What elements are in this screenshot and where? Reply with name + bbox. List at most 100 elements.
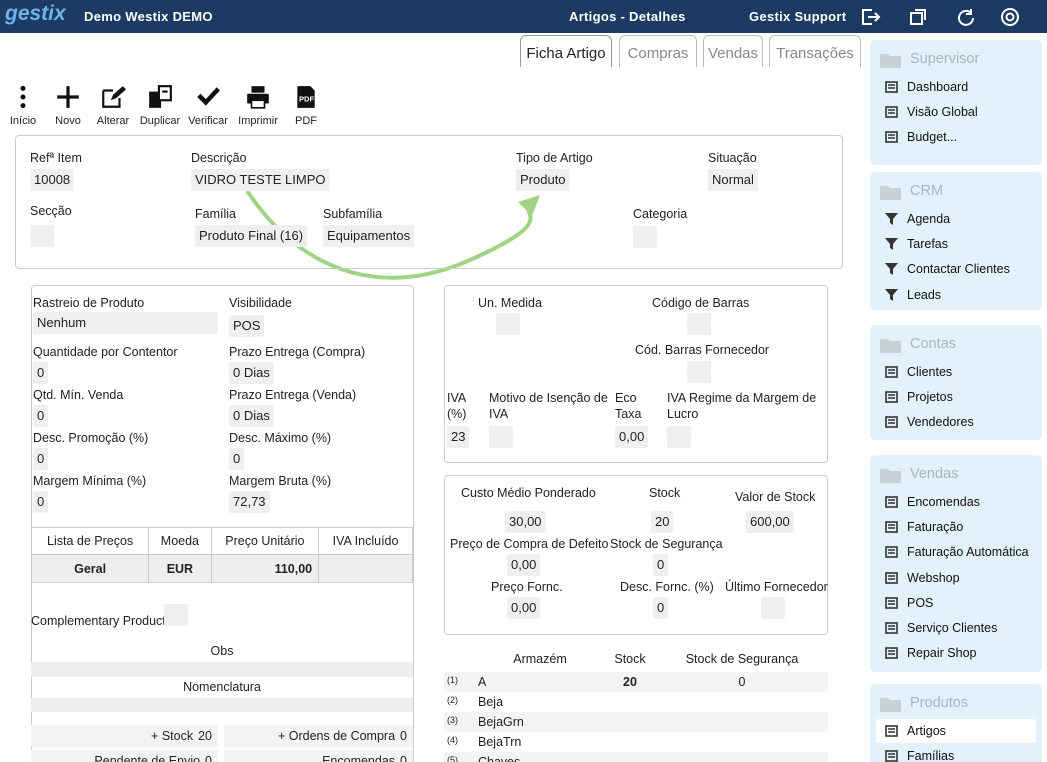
sidebar-item[interactable]: POS — [907, 595, 934, 610]
toolbar-label[interactable]: Imprimir — [238, 115, 278, 127]
warehouse-name[interactable]: BejaGrn — [478, 715, 524, 729]
field-value[interactable]: 0 — [229, 448, 245, 470]
field-value[interactable]: 600,00 — [746, 511, 794, 533]
sidebar-item[interactable]: Tarefas — [907, 237, 948, 252]
field-value[interactable]: 23 — [447, 426, 470, 448]
sidebar-item[interactable]: Faturação Automática — [907, 545, 1029, 560]
counter[interactable]: + Stock 20 — [31, 725, 218, 747]
field-label: Desc. Promoção (%) — [33, 431, 149, 445]
sidebar-item[interactable]: Repair Shop — [907, 646, 977, 661]
field-value[interactable]: 0 — [653, 597, 669, 619]
toolbar-icon[interactable] — [55, 84, 81, 110]
field-empty[interactable] — [30, 225, 54, 247]
field-value[interactable]: 0 — [33, 405, 49, 427]
field-value[interactable]: Produto Final (16) — [195, 225, 308, 247]
toolbar-label[interactable]: PDF — [295, 115, 317, 127]
warehouse-name[interactable]: Beja — [478, 695, 504, 709]
field-label: Eco Taxa — [615, 391, 642, 421]
toolbar-label[interactable]: Alterar — [96, 115, 130, 127]
sidebar-title[interactable]: Supervisor — [910, 51, 980, 67]
toolbar-icon[interactable]: PDF — [293, 84, 319, 110]
price-row[interactable]: Geral EUR 110,00 — [30, 554, 413, 583]
nomenclatura-field[interactable] — [31, 698, 413, 712]
sidebar-title[interactable]: Contas — [910, 336, 956, 352]
field-empty[interactable] — [761, 597, 785, 619]
toolbar-icon[interactable] — [10, 84, 36, 110]
sidebar-item[interactable]: Projetos — [907, 390, 953, 405]
obs-field[interactable] — [31, 662, 413, 677]
field-value[interactable]: 10008 — [30, 169, 75, 191]
logout-icon[interactable] — [862, 9, 881, 25]
sidebar-item[interactable]: Dashboard — [907, 80, 969, 94]
field-value[interactable]: 72,73 — [229, 491, 270, 513]
field-value[interactable]: 0 — [33, 491, 49, 513]
counter-value: 0 — [400, 754, 407, 762]
field-empty[interactable] — [667, 426, 691, 448]
field-value[interactable]: Nenhum — [33, 312, 218, 334]
sidebar-item[interactable]: Famílias — [907, 749, 955, 762]
sidebar-item[interactable]: Artigos — [907, 724, 946, 738]
field-value[interactable]: 0 Dias — [229, 362, 274, 384]
field-value[interactable]: POS — [229, 315, 265, 337]
sidebar-item[interactable]: Agenda — [907, 212, 951, 226]
sidebar-item[interactable]: Encomendas — [907, 495, 980, 509]
sidebar-item[interactable]: Contactar Clientes — [907, 262, 1010, 277]
field-value[interactable]: 20 — [651, 511, 674, 533]
field-value[interactable]: 0,00 — [507, 597, 541, 619]
complementary-box[interactable] — [164, 604, 188, 626]
warehouse-safety: 0 — [738, 675, 746, 689]
warehouse-name[interactable]: BejaTrn — [478, 735, 522, 749]
obs-label: Obs — [210, 644, 234, 658]
sidebar-item[interactable]: Visão Global — [907, 105, 978, 120]
field-value[interactable]: 0 Dias — [229, 405, 274, 427]
field-empty[interactable] — [633, 226, 657, 248]
sidebar-title[interactable]: Vendas — [910, 466, 959, 482]
field-value[interactable]: 0 — [653, 554, 669, 576]
field-empty[interactable] — [496, 313, 520, 335]
toolbar-label[interactable]: Início — [9, 115, 37, 127]
warehouse-name[interactable]: A — [478, 675, 487, 689]
tab[interactable]: Compras — [619, 35, 697, 67]
help-icon[interactable] — [1001, 8, 1019, 26]
tab[interactable]: Ficha Artigo — [520, 35, 612, 67]
windows-icon[interactable] — [910, 9, 926, 25]
toolbar-label[interactable]: Novo — [55, 115, 81, 127]
field-value[interactable]: Produto — [516, 169, 570, 191]
toolbar-icon[interactable] — [100, 84, 126, 110]
field-value[interactable]: 0,00 — [507, 554, 541, 576]
field-value[interactable]: VIDRO TESTE LIMPO — [191, 169, 330, 191]
counter[interactable]: Encomendas 0 — [224, 750, 413, 762]
tab[interactable]: Vendas — [703, 35, 763, 67]
field-value[interactable]: 0,00 — [615, 426, 649, 448]
field-value[interactable]: Equipamentos — [323, 225, 415, 247]
field-value[interactable]: 0 — [33, 448, 49, 470]
field-value[interactable]: 30,00 — [505, 511, 546, 533]
field-empty[interactable] — [687, 313, 711, 335]
sidebar-item[interactable]: Clientes — [907, 365, 953, 379]
toolbar-icon[interactable] — [195, 84, 221, 110]
sidebar-item[interactable]: Serviço Clientes — [907, 621, 998, 635]
field-value[interactable]: 0 — [33, 362, 49, 384]
toolbar-label[interactable]: Duplicar — [139, 115, 181, 127]
field-value[interactable]: Normal — [708, 169, 758, 191]
toolbar-icon[interactable] — [245, 84, 271, 110]
sidebar-item[interactable]: Leads — [907, 287, 942, 302]
sidebar-title[interactable]: Produtos — [910, 695, 969, 711]
refresh-icon[interactable] — [958, 9, 974, 26]
counter[interactable]: + Ordens de Compra 0 — [224, 725, 413, 747]
logo[interactable]: gestix — [5, 2, 66, 25]
warehouse-name[interactable]: Chaves — [478, 755, 521, 762]
user-name[interactable]: Gestix Support — [749, 9, 847, 24]
toolbar-icon[interactable] — [147, 84, 173, 110]
field-empty[interactable] — [687, 361, 711, 383]
sidebar-item[interactable]: Vendedores — [907, 415, 974, 430]
sidebar-title[interactable]: CRM — [910, 183, 944, 199]
sidebar-item[interactable]: Faturação — [907, 520, 964, 535]
toolbar-label[interactable]: Verificar — [188, 115, 228, 127]
sidebar-item[interactable]: Webshop — [907, 570, 960, 585]
field-label: Categoria — [633, 207, 688, 221]
field-empty[interactable] — [489, 426, 513, 448]
sidebar-item[interactable]: Budget... — [907, 130, 958, 145]
counter[interactable]: Pendente de Envio 0 — [31, 750, 218, 762]
tab[interactable]: Transações — [769, 35, 861, 67]
